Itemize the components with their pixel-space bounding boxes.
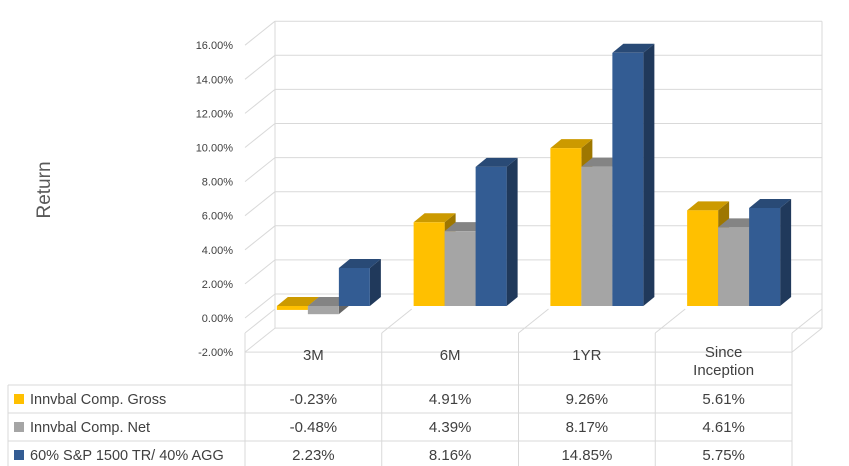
gridline-side xyxy=(244,191,276,217)
legend-label: 60% S&P 1500 TR/ 40% AGG xyxy=(30,448,224,464)
data-table-cell: 2.23% xyxy=(292,447,335,464)
bar xyxy=(475,157,518,306)
legend-swatch xyxy=(14,422,24,432)
gridline-side xyxy=(244,225,276,251)
gridline-side xyxy=(244,123,276,148)
data-table-cell: 4.91% xyxy=(429,391,472,408)
bar xyxy=(749,198,792,306)
data-table-cell: -0.48% xyxy=(290,419,338,436)
gridline-side xyxy=(244,20,276,46)
bar xyxy=(338,258,381,306)
data-table-cell: 9.26% xyxy=(566,391,609,408)
y-tick-label: 16.00% xyxy=(196,40,234,52)
gridline-side xyxy=(244,259,276,285)
y-tick-label: -2.00% xyxy=(198,347,233,359)
y-tick-label: 10.00% xyxy=(196,143,234,155)
y-tick-label: 2.00% xyxy=(202,279,233,291)
data-table-cell: 4.61% xyxy=(702,419,745,436)
gridline-side xyxy=(244,54,276,80)
gridline-side xyxy=(244,157,276,182)
y-tick-label: 14.00% xyxy=(196,74,234,86)
y-tick-label: 12.00% xyxy=(196,108,234,120)
legend-label: Innvbal Comp. Gross xyxy=(30,392,166,408)
category-label: 6M xyxy=(440,347,461,364)
data-table-cell: -0.23% xyxy=(290,391,338,408)
data-table-cell: 5.61% xyxy=(702,391,745,408)
y-axis-ticks: -2.00% 0.00% 2.00% 4.00% 6.00% 8.00% 10.00% 12.… xyxy=(196,40,234,359)
category-label: Since Inception xyxy=(693,344,754,379)
y-tick-label: 6.00% xyxy=(202,211,233,223)
data-table: 3M 6M 1YR Since Inception Innvbal Comp. Gross… xyxy=(7,308,823,466)
data-table-cell: 8.16% xyxy=(429,447,472,464)
y-axis-label: Return xyxy=(34,161,55,218)
bars xyxy=(276,43,792,315)
data-table-cell: 8.17% xyxy=(566,419,609,436)
legend-swatch xyxy=(14,450,24,460)
gridline-side xyxy=(244,89,276,114)
data-table-cell: 4.39% xyxy=(429,419,472,436)
category-label: 1YR xyxy=(572,347,601,364)
y-tick-label: 8.00% xyxy=(202,177,233,189)
category-label: 3M xyxy=(303,347,324,364)
legend-label: Innvbal Comp. Net xyxy=(30,420,150,436)
data-table-cell: 5.75% xyxy=(702,447,745,464)
legend-swatch xyxy=(14,394,24,404)
y-tick-label: 4.00% xyxy=(202,245,233,257)
bar xyxy=(612,43,655,307)
gridlines xyxy=(244,20,823,353)
data-table-cell: 14.85% xyxy=(561,447,612,464)
y-tick-label: 0.00% xyxy=(202,313,233,325)
gridline-side xyxy=(244,293,276,319)
gridline-side xyxy=(244,327,276,353)
